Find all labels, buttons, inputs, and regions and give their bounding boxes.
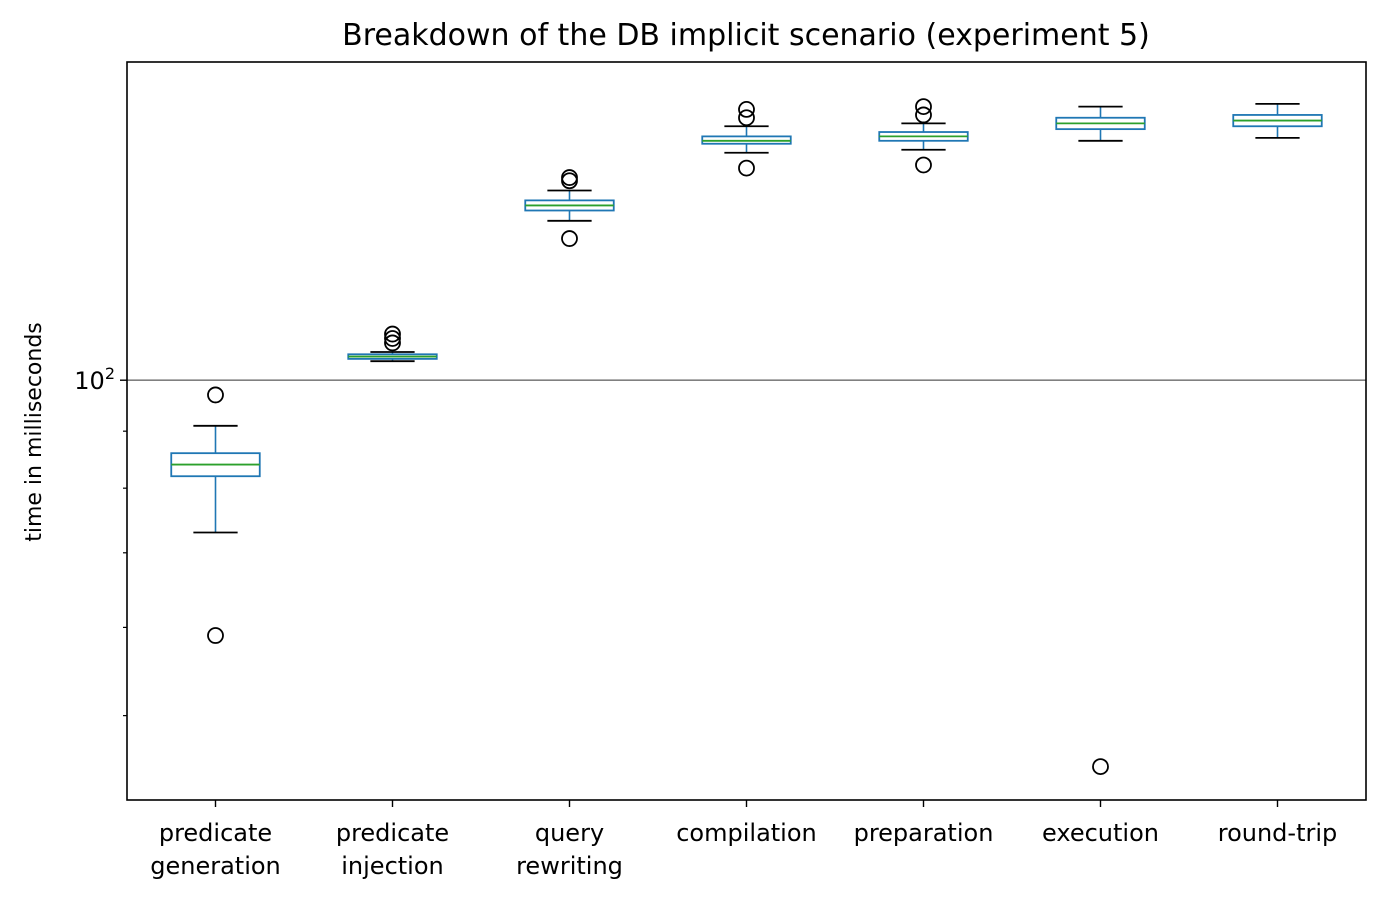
x-tick-label: generation <box>150 852 281 880</box>
x-tick-label: execution <box>1042 819 1159 847</box>
x-tick-label: predicate <box>336 819 449 847</box>
x-tick-label: compilation <box>676 819 817 847</box>
outlier-point <box>384 330 401 347</box>
outlier-point <box>561 172 578 190</box>
outlier-point <box>207 627 224 644</box>
outlier-point <box>915 156 932 174</box>
outlier-point <box>738 109 755 127</box>
y-tick-label: 102 <box>74 364 115 395</box>
outlier-point <box>561 169 578 186</box>
outlier-point <box>915 106 932 124</box>
outlier-point <box>915 98 932 116</box>
x-tick-label: predicate <box>159 819 272 847</box>
outlier-point <box>738 100 755 118</box>
chart-title: Breakdown of the DB implicit scenario (e… <box>342 18 1150 53</box>
outlier-point <box>1092 758 1109 776</box>
outlier-point <box>384 334 401 352</box>
x-tick-label: query <box>535 819 604 847</box>
outlier-point <box>384 325 401 343</box>
x-tick-label: round-trip <box>1218 819 1338 847</box>
outlier-point <box>207 386 224 404</box>
x-tick-label: rewriting <box>516 852 623 880</box>
plot-layer: 102 predicate generation predicate injection… <box>74 98 1366 880</box>
x-tick-label: injection <box>341 852 443 880</box>
plot-frame <box>126 61 1367 801</box>
outlier-point <box>561 230 578 247</box>
y-axis-label: time in milliseconds <box>22 322 47 542</box>
outlier-point <box>738 159 755 177</box>
x-tick-label: preparation <box>854 819 994 847</box>
